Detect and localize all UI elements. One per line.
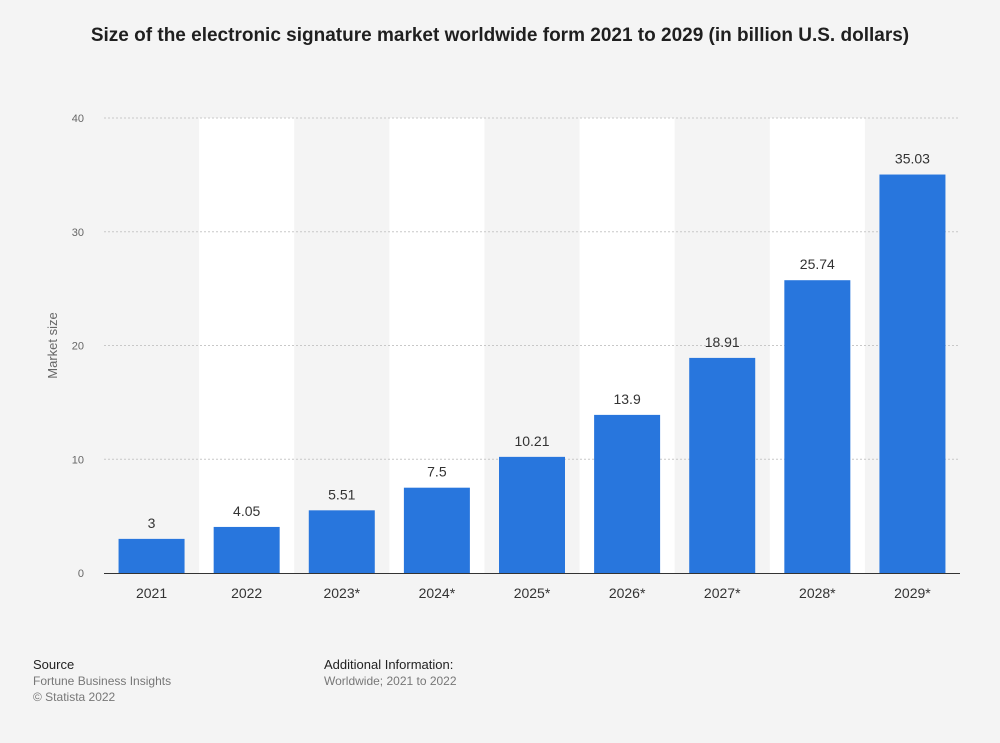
bar[interactable] bbox=[784, 280, 851, 573]
bars bbox=[118, 174, 946, 573]
bar-chart: 0 10 20 30 40 3 4.05 5.51 7.5 10.21 13.9 18.91 25.7… bbox=[45, 113, 960, 601]
x-tick-label: 2024* bbox=[419, 585, 456, 601]
bar[interactable] bbox=[213, 526, 280, 573]
value-label: 3 bbox=[148, 515, 156, 531]
y-tick-label: 0 bbox=[78, 568, 84, 580]
value-labels: 3 4.05 5.51 7.5 10.21 13.9 18.91 25.74 35.03 bbox=[148, 151, 931, 531]
additional-info-text: Worldwide; 2021 to 2022 bbox=[324, 674, 457, 688]
value-label: 7.5 bbox=[427, 464, 447, 480]
bar[interactable] bbox=[879, 174, 946, 573]
value-label: 5.51 bbox=[328, 486, 355, 502]
y-tick-label: 20 bbox=[72, 341, 84, 353]
value-label: 10.21 bbox=[514, 433, 549, 449]
x-tick-label: 2027* bbox=[704, 585, 741, 601]
value-label: 35.03 bbox=[895, 151, 930, 167]
y-axis-ticks: 0 10 20 30 40 bbox=[72, 113, 84, 580]
value-label: 25.74 bbox=[800, 256, 835, 272]
value-label: 18.91 bbox=[705, 334, 740, 350]
y-tick-label: 10 bbox=[72, 454, 84, 466]
bar[interactable] bbox=[499, 456, 565, 573]
bar[interactable] bbox=[689, 357, 756, 573]
x-tick-label: 2025* bbox=[514, 585, 551, 601]
bar[interactable] bbox=[308, 510, 375, 573]
source-heading: Source bbox=[33, 657, 75, 672]
copyright-text: © Statista 2022 bbox=[33, 690, 116, 704]
x-tick-label: 2029* bbox=[894, 585, 931, 601]
value-label: 13.9 bbox=[613, 391, 640, 407]
x-axis-ticks: 2021 2022 2023* 2024* 2025* 2026* 2027* 2028* 20… bbox=[136, 585, 931, 601]
bar[interactable] bbox=[594, 414, 661, 573]
x-tick-label: 2026* bbox=[609, 585, 646, 601]
y-tick-label: 30 bbox=[72, 227, 84, 239]
x-tick-label: 2023* bbox=[323, 585, 360, 601]
chart-title: Size of the electronic signature market … bbox=[90, 25, 910, 46]
x-tick-label: 2028* bbox=[799, 585, 836, 601]
y-tick-label: 40 bbox=[72, 113, 84, 125]
additional-info-block: Additional Information: Worldwide; 2021 … bbox=[324, 657, 457, 689]
source-block: Source Fortune Business Insights © Stati… bbox=[33, 657, 171, 705]
bar[interactable] bbox=[118, 538, 185, 573]
x-tick-label: 2021 bbox=[136, 585, 167, 601]
bar[interactable] bbox=[403, 487, 470, 573]
column-band bbox=[199, 118, 295, 573]
additional-info-heading: Additional Information: bbox=[324, 657, 454, 672]
source-name[interactable]: Fortune Business Insights bbox=[33, 674, 172, 688]
x-tick-label: 2022 bbox=[231, 585, 262, 601]
value-label: 4.05 bbox=[233, 503, 260, 519]
y-axis-label: Market size bbox=[45, 312, 60, 378]
